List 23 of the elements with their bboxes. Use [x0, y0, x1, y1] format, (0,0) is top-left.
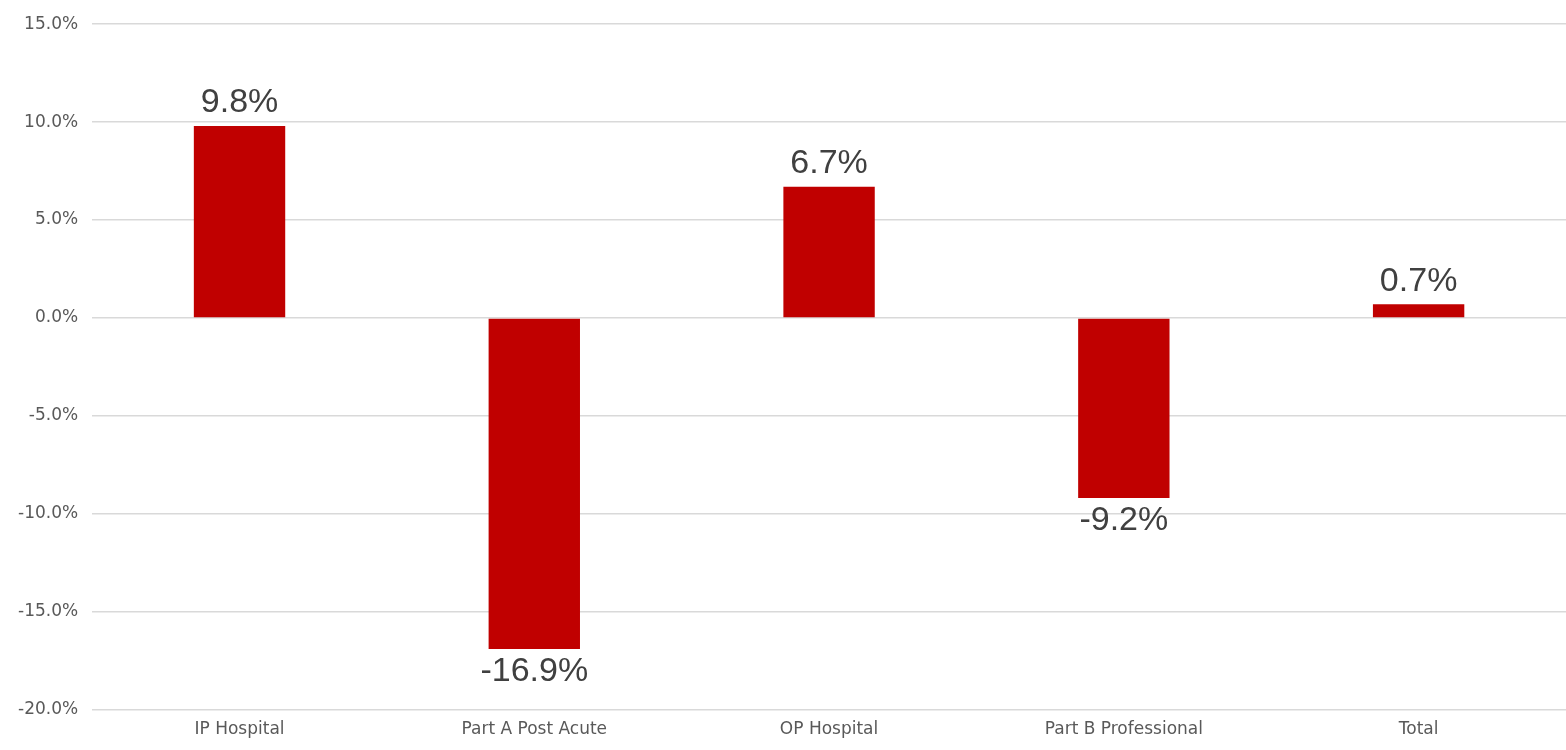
data-label: 6.7% — [790, 142, 868, 181]
y-tick-label: 5.0% — [34, 208, 79, 229]
bar — [488, 318, 580, 649]
x-tick-label: IP Hospital — [194, 718, 285, 739]
y-tick-label: 0.0% — [34, 306, 79, 327]
bar — [193, 126, 286, 318]
x-tick-label: Total — [1397, 718, 1439, 739]
bar — [1372, 304, 1465, 318]
y-tick-label: 15.0% — [24, 12, 79, 33]
data-label: 0.7% — [1379, 259, 1458, 298]
data-label: 9.8% — [200, 81, 279, 120]
x-tick-label: Part A Post Acute — [461, 718, 608, 739]
y-tick-label: -20.0% — [18, 698, 79, 719]
data-label: -16.9% — [480, 650, 589, 689]
y-tick-label: -15.0% — [18, 600, 79, 621]
bar — [1078, 318, 1170, 499]
y-tick-label: -10.0% — [18, 502, 79, 523]
data-label: -9.2% — [1079, 499, 1169, 538]
y-tick-label: -5.0% — [28, 404, 79, 425]
y-tick-label: 10.0% — [24, 110, 79, 131]
x-tick-label: Part B Professional — [1044, 718, 1203, 739]
bar — [783, 186, 875, 318]
x-tick-label: OP Hospital — [779, 718, 879, 739]
